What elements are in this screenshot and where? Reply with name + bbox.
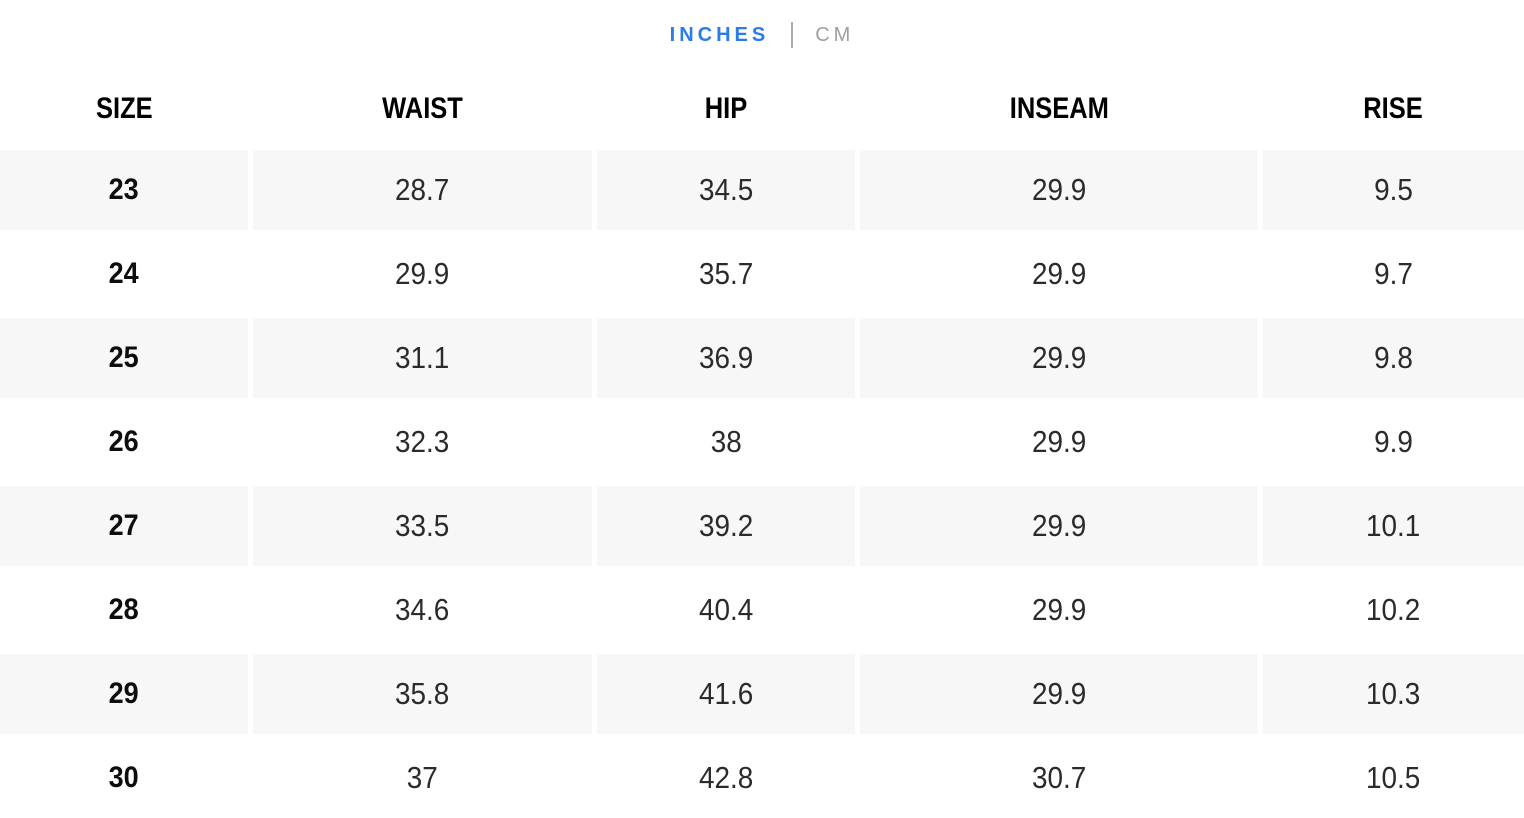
cell-hip: 34.5: [597, 150, 855, 230]
cell-hip: 36.9: [597, 318, 855, 398]
cell-inseam: 29.9: [860, 402, 1258, 482]
unit-toggle: INCHES CM: [0, 0, 1524, 70]
header-cell-size: SIZE: [95, 92, 153, 125]
table-row: 24 29.9 35.7 29.9 9.7: [0, 234, 1524, 314]
table-row: 28 34.6 40.4 29.9 10.2: [0, 570, 1524, 650]
cell-waist: 32.3: [253, 402, 592, 482]
cell-inseam: 29.9: [860, 234, 1258, 314]
cell-rise: 10.1: [1263, 486, 1524, 566]
cell-hip: 40.4: [597, 570, 855, 650]
table-row: 26 32.3 38 29.9 9.9: [0, 402, 1524, 482]
cell-inseam: 29.9: [860, 654, 1258, 734]
cell-waist: 33.5: [253, 486, 592, 566]
table-row: 29 35.8 41.6 29.9 10.3: [0, 654, 1524, 734]
cell-size: 27: [0, 486, 248, 566]
cell-waist: 31.1: [253, 318, 592, 398]
cell-size: 30: [0, 738, 248, 818]
header-cell-waist: WAIST: [382, 92, 463, 125]
cell-size: 24: [0, 234, 248, 314]
table-row: 25 31.1 36.9 29.9 9.8: [0, 318, 1524, 398]
cell-waist: 37: [253, 738, 592, 818]
size-table: SIZE WAIST HIP INSEAM RISE 23 28.7 34.5 …: [0, 70, 1524, 818]
cell-hip: 38: [597, 402, 855, 482]
cell-rise: 10.5: [1263, 738, 1524, 818]
cell-hip: 39.2: [597, 486, 855, 566]
cell-waist: 29.9: [253, 234, 592, 314]
cell-waist: 35.8: [253, 654, 592, 734]
cell-hip: 41.6: [597, 654, 855, 734]
unit-toggle-divider: [791, 22, 794, 48]
cell-rise: 10.3: [1263, 654, 1524, 734]
cell-size: 29: [0, 654, 248, 734]
unit-cm-button[interactable]: CM: [815, 23, 855, 46]
cell-size: 25: [0, 318, 248, 398]
header-cell-hip: HIP: [704, 92, 748, 125]
header-cell-rise: RISE: [1363, 92, 1424, 125]
cell-rise: 9.9: [1263, 402, 1524, 482]
cell-size: 26: [0, 402, 248, 482]
header-cell-inseam: INSEAM: [1009, 92, 1109, 125]
cell-rise: 9.7: [1263, 234, 1524, 314]
cell-rise: 9.5: [1263, 150, 1524, 230]
table-row: 30 37 42.8 30.7 10.5: [0, 738, 1524, 818]
table-row: 27 33.5 39.2 29.9 10.1: [0, 486, 1524, 566]
cell-inseam: 29.9: [860, 150, 1258, 230]
unit-inches-button[interactable]: INCHES: [669, 23, 770, 46]
cell-rise: 9.8: [1263, 318, 1524, 398]
table-header-row: SIZE WAIST HIP INSEAM RISE: [0, 70, 1524, 148]
cell-waist: 34.6: [253, 570, 592, 650]
cell-size: 28: [0, 570, 248, 650]
cell-hip: 42.8: [597, 738, 855, 818]
cell-rise: 10.2: [1263, 570, 1524, 650]
cell-inseam: 29.9: [860, 570, 1258, 650]
cell-inseam: 29.9: [860, 318, 1258, 398]
table-row: 23 28.7 34.5 29.9 9.5: [0, 150, 1524, 230]
cell-hip: 35.7: [597, 234, 855, 314]
cell-inseam: 29.9: [860, 486, 1258, 566]
cell-inseam: 30.7: [860, 738, 1258, 818]
cell-size: 23: [0, 150, 248, 230]
cell-waist: 28.7: [253, 150, 592, 230]
